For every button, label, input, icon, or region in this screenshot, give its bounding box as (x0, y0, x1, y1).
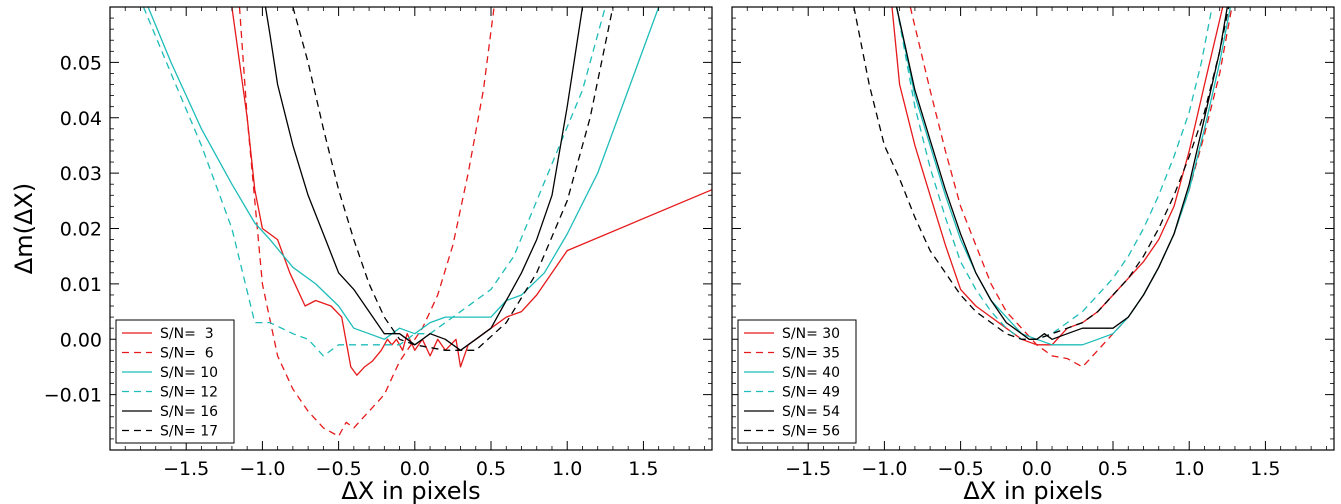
y-tick-label: 0.03 (60, 163, 102, 185)
series-line-2 (147, 7, 660, 340)
legend-label-0: S/N= 3 (160, 326, 214, 342)
y-tick-label: 0.00 (60, 329, 102, 351)
x-tick-label: 1.5 (1250, 458, 1280, 480)
legend-label-1: S/N= 6 (160, 346, 214, 362)
legend-box (737, 319, 857, 444)
x-tick-label: 0.5 (1098, 458, 1128, 480)
series-line-1 (238, 7, 495, 437)
x-tick-label: −1.0 (239, 458, 285, 480)
series-line-0 (231, 7, 712, 376)
legend-label-3: S/N= 49 (782, 385, 840, 401)
legend-label-4: S/N= 54 (782, 404, 840, 420)
legend-label-2: S/N= 10 (160, 365, 218, 381)
x-tick-label: 1.5 (628, 458, 658, 480)
series-group (142, 7, 712, 437)
legend-label-5: S/N= 17 (160, 424, 218, 440)
y-tick-label: −0.01 (44, 385, 102, 407)
legend: S/N= 30 S/N= 35 S/N= 40 S/N= 49 S/N= 54 S/N= … (737, 319, 857, 444)
x-tick-label: −0.5 (938, 458, 984, 480)
x-tick-label: 0.5 (476, 458, 506, 480)
y-axis-label: Δm(ΔX) (10, 183, 38, 274)
x-tick-label: 0.0 (1022, 458, 1052, 480)
legend-label-5: S/N= 56 (782, 424, 840, 440)
series-line-4 (264, 7, 584, 351)
left-panel: −1.5 −1.0 −0.5 0.0 0.5 1.0 1.5 −0.01 0.00 0.01 0.0… (10, 6, 713, 504)
legend-label-3: S/N= 12 (160, 385, 218, 401)
x-tick-label: −1.5 (785, 458, 831, 480)
x-tick-label: −1.0 (861, 458, 907, 480)
y-tick-label: 0.05 (60, 52, 102, 74)
legend-label-1: S/N= 35 (782, 346, 840, 362)
legend-box (115, 319, 235, 444)
x-tick-label: −0.5 (316, 458, 362, 480)
x-tick-label: −1.5 (163, 458, 209, 480)
x-axis-label: ΔX in pixels (963, 477, 1102, 504)
legend: S/N= 3 S/N= 6 S/N= 10 S/N= 12 S/N= 16 S/N= 17 (115, 319, 235, 444)
series-line-4 (895, 7, 1228, 340)
legend-label-2: S/N= 40 (782, 365, 840, 381)
legend-label-4: S/N= 16 (160, 404, 218, 420)
legend-label-0: S/N= 30 (782, 326, 840, 342)
series-line-1 (909, 7, 1233, 368)
x-axis-label: ΔX in pixels (341, 477, 480, 504)
series-line-2 (895, 7, 1232, 346)
series-line-3 (895, 7, 1213, 340)
right-panel: −1.5 −1.0 −0.5 0.0 0.5 1.0 1.5 ΔX in pixels S/N=… (731, 6, 1335, 504)
y-tick-label: 0.01 (60, 274, 102, 296)
y-tick-label: 0.02 (60, 219, 102, 241)
y-tick-label: 0.04 (60, 108, 102, 130)
x-tick-label: 1.0 (552, 458, 582, 480)
series-line-3 (142, 7, 606, 357)
x-tick-label: 1.0 (1174, 458, 1204, 480)
x-tick-label: 0.0 (400, 458, 430, 480)
series-line-5 (292, 7, 614, 351)
series-line-5 (853, 7, 1230, 340)
series-group (853, 7, 1233, 368)
